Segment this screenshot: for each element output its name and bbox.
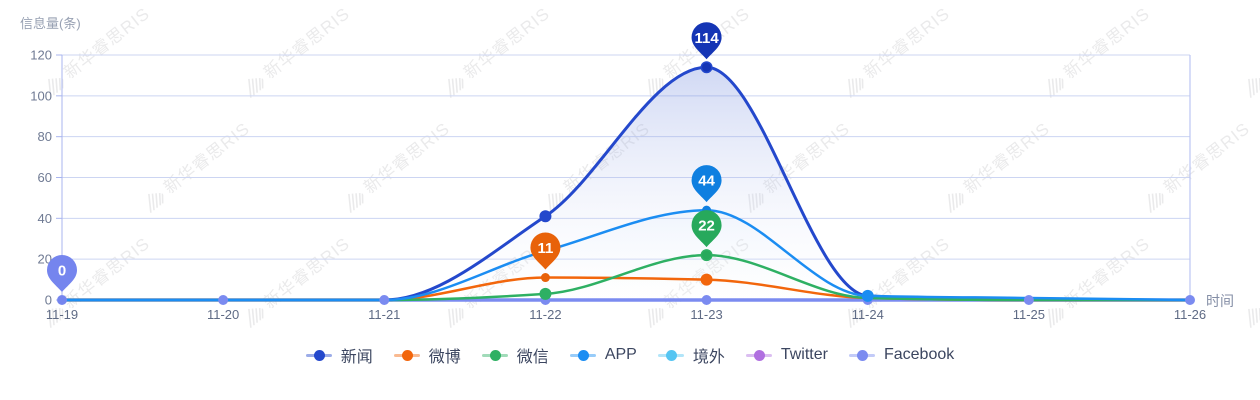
axis-point-dot[interactable] bbox=[1185, 295, 1195, 305]
legend-line-dot-icon bbox=[481, 349, 508, 361]
x-tick-label: 11-23 bbox=[690, 307, 722, 322]
data-label-value: 0 bbox=[58, 263, 66, 280]
legend-label: Twitter bbox=[780, 346, 828, 363]
legend-line-dot-icon bbox=[569, 349, 596, 361]
legend-item-境外[interactable]: 境外 bbox=[657, 343, 725, 367]
legend-label: Facebook bbox=[883, 346, 955, 363]
x-tick-label: 11-26 bbox=[1174, 307, 1206, 322]
axis-point-dot[interactable] bbox=[218, 295, 229, 305]
legend-item-Twitter[interactable]: Twitter bbox=[745, 346, 828, 364]
area-fill-新闻 bbox=[62, 67, 1190, 300]
x-tick-label: 11-24 bbox=[852, 307, 884, 322]
trend-chart[interactable]: 0 20 40 60 80 100 120 11-19 11-20 11-21 11-22 11-23… bbox=[0, 0, 1260, 335]
data-point-dot-APP[interactable] bbox=[861, 289, 874, 302]
legend-item-Facebook[interactable]: Facebook bbox=[848, 346, 955, 364]
y-axis-title: 信息量(条) bbox=[20, 16, 81, 31]
area-fill-APP bbox=[62, 210, 1190, 300]
data-label-balloon-微博[interactable]: 11 bbox=[530, 232, 561, 283]
y-tick-label: 0 bbox=[45, 293, 52, 308]
data-label-value: 11 bbox=[537, 240, 553, 257]
legend-item-新闻[interactable]: 新闻 bbox=[305, 343, 373, 367]
x-tick-label: 11-20 bbox=[207, 307, 239, 322]
axis-point-dot[interactable] bbox=[1023, 295, 1034, 305]
x-tick-label: 11-19 bbox=[46, 307, 78, 322]
legend: 新闻 微博 微信 APP 境外 Twitter Facebook bbox=[0, 343, 1260, 367]
data-label-value: 114 bbox=[694, 30, 719, 47]
legend-line-dot-icon bbox=[393, 349, 420, 361]
data-label-value: 22 bbox=[698, 218, 715, 235]
data-label-balloon-微信[interactable]: 22 bbox=[691, 210, 722, 260]
x-tick-label: 11-25 bbox=[1013, 307, 1045, 322]
legend-line-dot-icon bbox=[848, 349, 875, 361]
x-tick-label: 11-21 bbox=[368, 307, 400, 322]
y-tick-label: 20 bbox=[38, 252, 52, 267]
data-point-dot-新闻[interactable] bbox=[539, 210, 552, 223]
y-tick-label: 120 bbox=[30, 48, 52, 63]
legend-line-dot-icon bbox=[657, 349, 684, 361]
legend-item-APP[interactable]: APP bbox=[569, 346, 637, 364]
y-tick-label: 60 bbox=[38, 170, 52, 185]
y-tick-label: 40 bbox=[38, 211, 52, 226]
legend-item-微博[interactable]: 微博 bbox=[393, 343, 461, 367]
series-line-APP bbox=[60, 208, 1192, 302]
legend-line-dot-icon bbox=[305, 349, 332, 361]
legend-label: APP bbox=[604, 346, 637, 363]
y-tick-label: 100 bbox=[30, 88, 52, 103]
data-label-value: 44 bbox=[698, 173, 715, 190]
legend-label: 新闻 bbox=[340, 349, 373, 366]
x-tick-label: 11-22 bbox=[529, 307, 561, 322]
data-point-dot-微博[interactable] bbox=[700, 273, 713, 286]
legend-label: 微博 bbox=[428, 349, 461, 366]
data-label-balloon-新闻[interactable]: 114 bbox=[691, 22, 722, 72]
y-tick-label: 80 bbox=[38, 129, 52, 144]
legend-line-dot-icon bbox=[745, 349, 772, 361]
legend-item-微信[interactable]: 微信 bbox=[481, 343, 549, 367]
x-axis-title: 时间 bbox=[1206, 293, 1234, 309]
legend-label: 微信 bbox=[516, 349, 549, 366]
axis-point-dot[interactable] bbox=[379, 295, 390, 305]
data-label-balloon-Facebook[interactable]: 0 bbox=[47, 255, 77, 305]
axis-point-dot[interactable] bbox=[701, 295, 712, 305]
data-point-dot-微信[interactable] bbox=[539, 287, 552, 300]
legend-label: 境外 bbox=[692, 349, 725, 366]
